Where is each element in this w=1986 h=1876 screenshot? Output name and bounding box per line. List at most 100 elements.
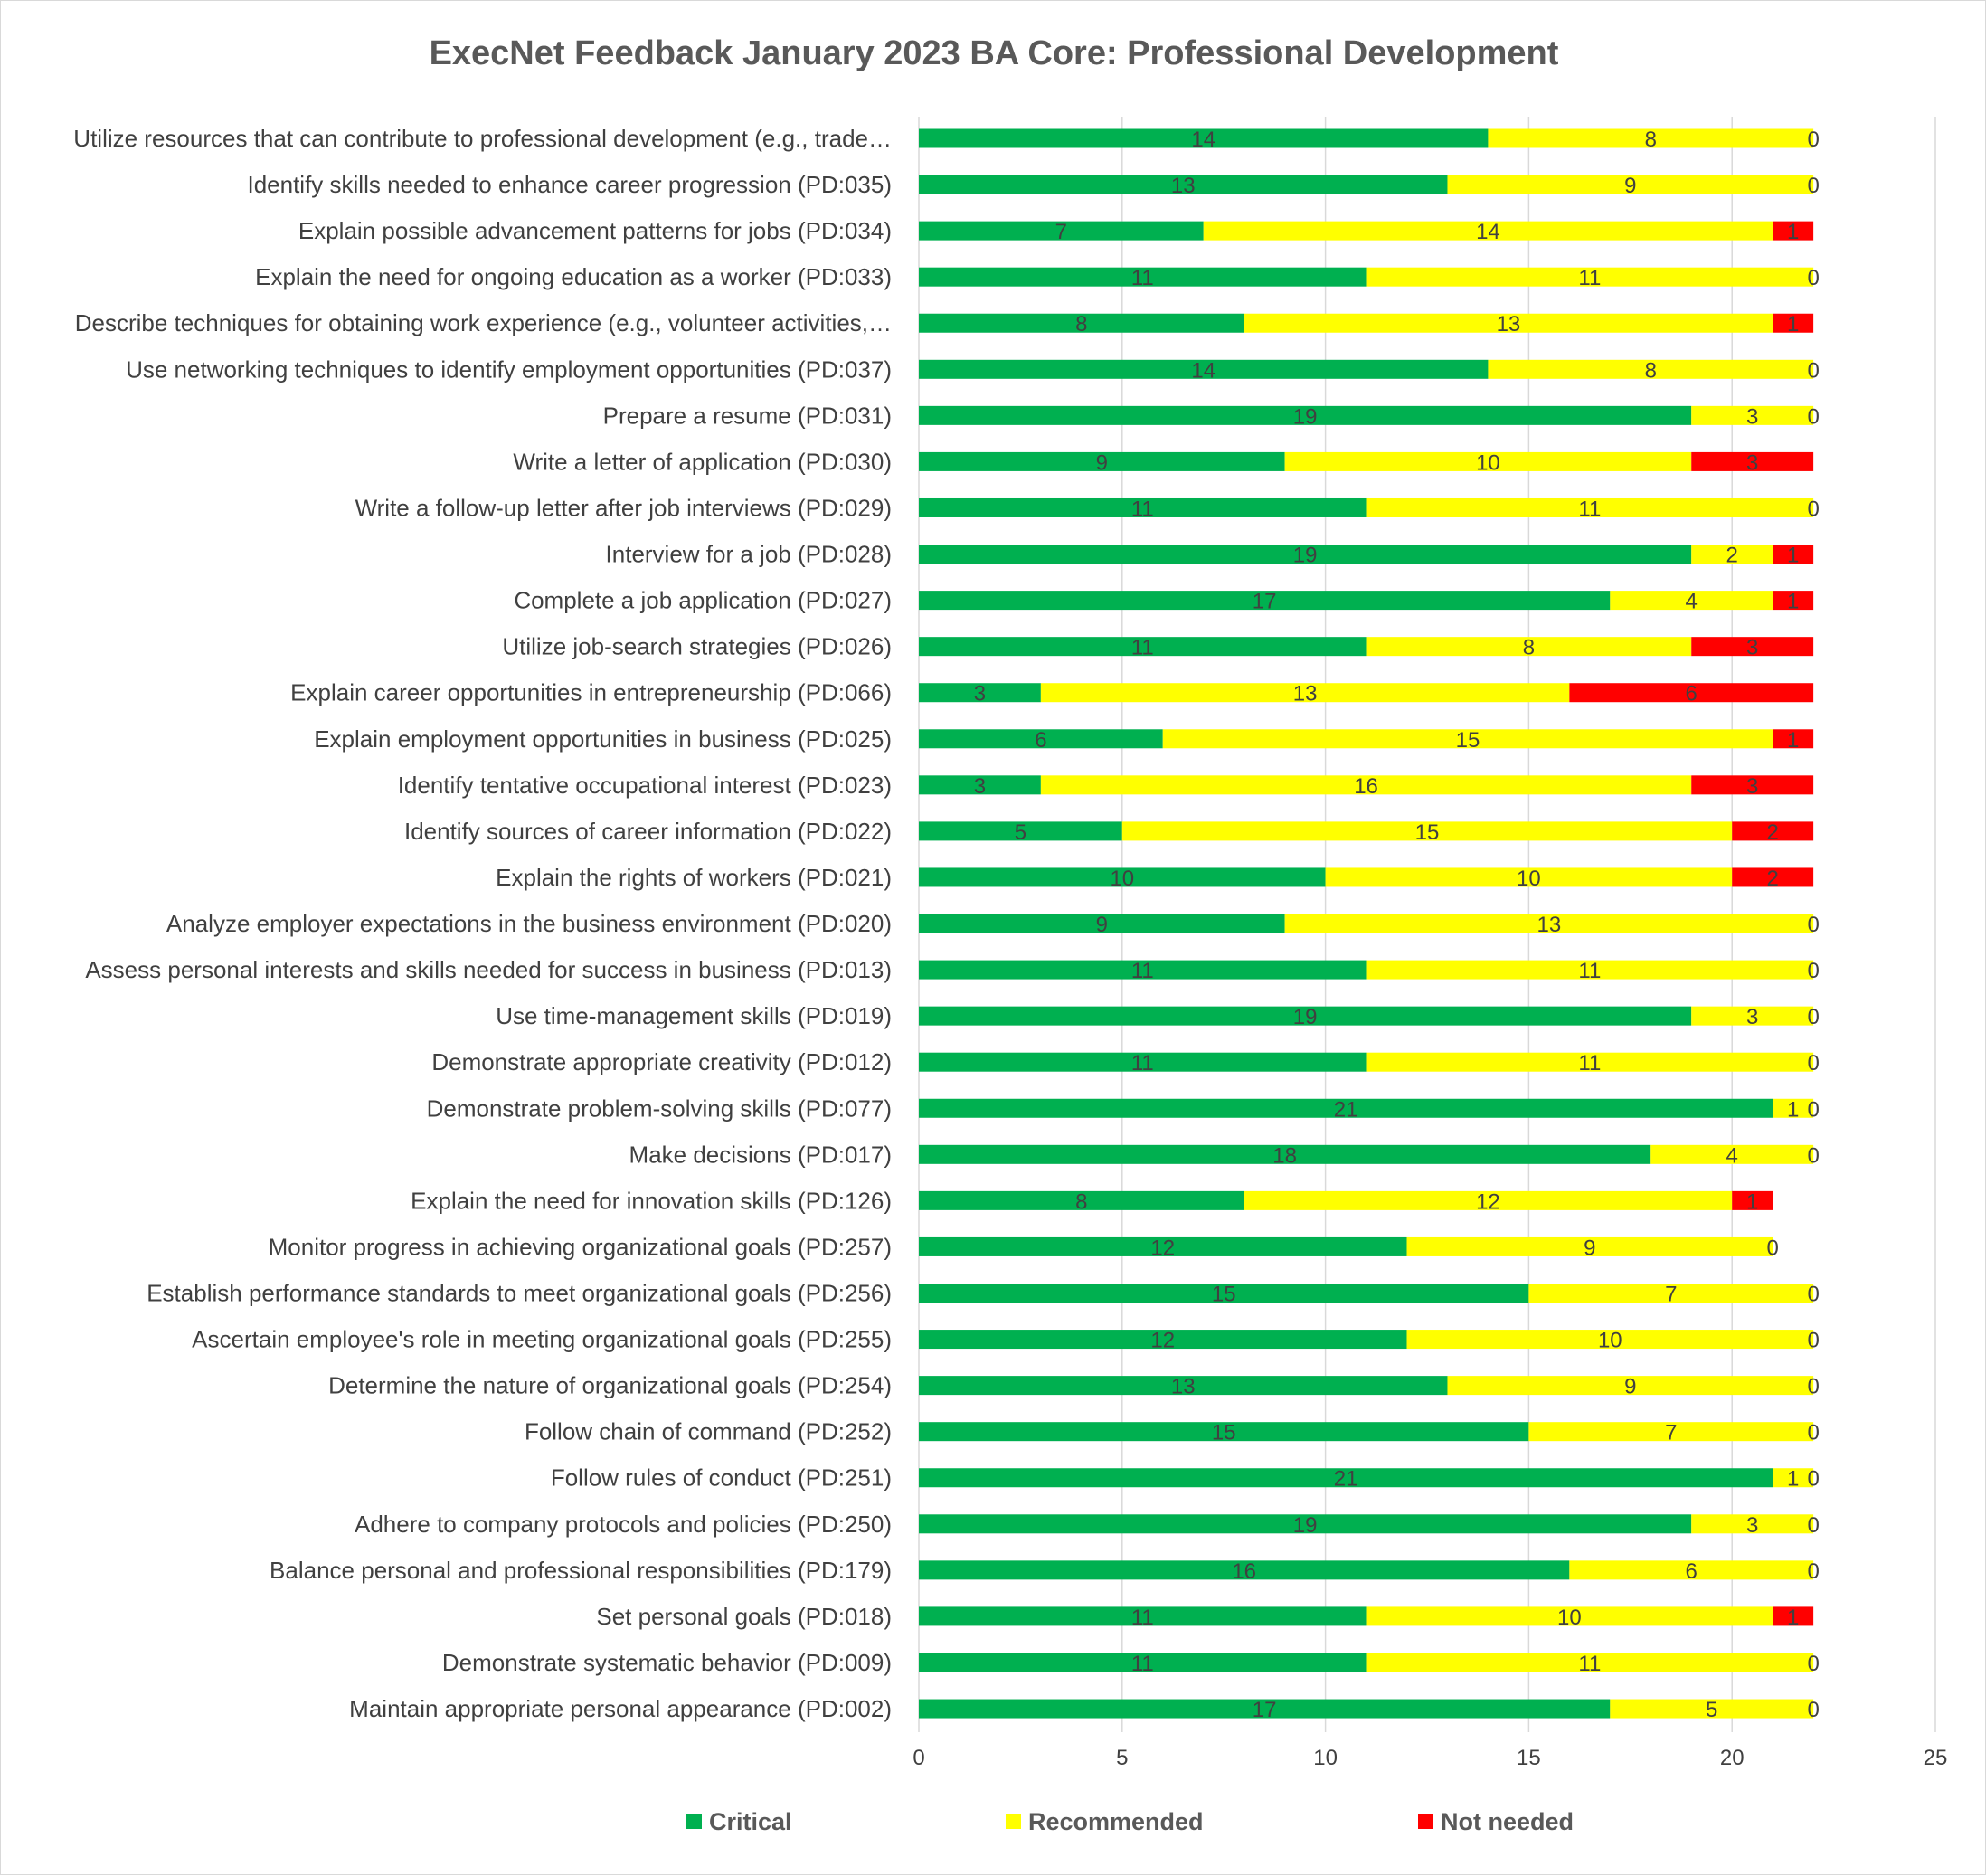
data-label-recommended: 11 [1578, 497, 1601, 521]
bar-critical [919, 1098, 1773, 1118]
data-label-critical: 21 [1334, 1467, 1358, 1492]
bar-critical [919, 1699, 1611, 1719]
data-label-recommended: 3 [1746, 1005, 1758, 1029]
category-label: Interview for a job (PD:028) [606, 541, 892, 568]
bar-critical [919, 497, 1367, 517]
data-label-recommended: 4 [1726, 1143, 1738, 1168]
data-label-critical: 8 [1075, 312, 1087, 336]
bar-critical [919, 405, 1692, 425]
data-label-critical: 11 [1131, 1606, 1154, 1630]
category-label: Explain employment opportunities in busi… [314, 725, 892, 753]
bar-critical [919, 1653, 1367, 1672]
data-label-not-needed: 6 [1686, 682, 1698, 706]
data-label-not-needed: 0 [1807, 1467, 1819, 1492]
category-label: Maintain appropriate personal appearance… [349, 1695, 892, 1722]
data-label-critical: 12 [1150, 1236, 1175, 1260]
data-label-recommended: 8 [1523, 636, 1535, 660]
bar-recommended [1773, 1098, 1814, 1118]
category-label: Explain the need for ongoing education a… [255, 263, 892, 290]
data-label-not-needed: 0 [1807, 1283, 1819, 1307]
legend-swatch-not-needed [1418, 1814, 1433, 1829]
category-label: Ascertain employee's role in meeting org… [192, 1326, 892, 1353]
data-label-recommended: 7 [1665, 1421, 1677, 1445]
data-label-recommended: 16 [1354, 774, 1378, 799]
category-label: Adhere to company protocols and policies… [355, 1511, 892, 1538]
data-label-critical: 19 [1293, 544, 1318, 568]
bar-critical [919, 867, 1326, 887]
data-label-critical: 11 [1131, 636, 1154, 660]
category-label: Use networking techniques to identify em… [126, 355, 892, 383]
data-label-critical: 21 [1334, 1097, 1358, 1122]
bar-critical [919, 359, 1489, 379]
data-label-critical: 15 [1212, 1421, 1236, 1445]
bar-not-needed [1773, 313, 1814, 333]
data-label-recommended: 11 [1578, 1652, 1601, 1676]
data-label-recommended: 9 [1624, 1375, 1636, 1399]
value-axis-ticks: 0 5 10 15 20 25 [913, 1746, 1947, 1770]
bar-recommended [1691, 1006, 1814, 1026]
bar-recommended [1488, 128, 1814, 148]
bar-critical [919, 591, 1611, 611]
bar-recommended [1447, 175, 1814, 194]
data-label-critical: 11 [1131, 497, 1154, 521]
bar-critical [919, 1468, 1773, 1488]
data-label-critical: 6 [1035, 728, 1046, 753]
bar-critical [919, 221, 1204, 241]
data-label-recommended: 10 [1476, 450, 1500, 475]
bar-critical [919, 637, 1367, 657]
legend-label-not-needed: Not needed [1441, 1808, 1574, 1835]
bar-critical [919, 1284, 1529, 1303]
data-label-not-needed: 0 [1807, 1097, 1819, 1122]
legend-label-recommended: Recommended [1028, 1808, 1204, 1835]
bar-critical [919, 545, 1692, 564]
data-label-critical: 12 [1150, 1329, 1175, 1353]
category-label: Follow rules of conduct (PD:251) [551, 1464, 892, 1492]
category-label: Explain career opportunities in entrepre… [290, 679, 892, 706]
bar-recommended [1528, 1284, 1814, 1303]
data-label-recommended: 5 [1706, 1698, 1717, 1722]
category-label: Explain possible advancement patterns fo… [298, 217, 892, 244]
data-label-critical: 8 [1075, 1189, 1087, 1214]
bar-recommended [1366, 497, 1814, 517]
data-label-critical: 19 [1293, 1513, 1318, 1538]
bar-not-needed [1732, 867, 1814, 887]
data-label-not-needed: 3 [1746, 774, 1758, 799]
chart-title: ExecNet Feedback January 2023 BA Core: P… [430, 34, 1559, 72]
data-label-recommended: 11 [1578, 959, 1601, 983]
bar-recommended [1447, 1376, 1814, 1396]
bar-critical [919, 1190, 1244, 1210]
legend: Critical Recommended Not needed [686, 1808, 1574, 1835]
data-label-not-needed: 1 [1746, 1189, 1758, 1214]
data-label-critical: 14 [1191, 358, 1215, 383]
data-label-not-needed: 1 [1787, 312, 1799, 336]
category-label: Write a letter of application (PD:030) [513, 448, 892, 475]
data-label-not-needed: 0 [1807, 174, 1819, 198]
bar-critical [919, 1422, 1529, 1442]
bar-recommended [1691, 405, 1814, 425]
data-label-not-needed: 1 [1787, 728, 1799, 753]
data-labels: 14 8 013 9 07 14 111 11 08 13 114 8 019 3 09 10 311 11 019… [974, 128, 1820, 1722]
bar-critical [919, 451, 1285, 471]
data-label-not-needed: 0 [1807, 1513, 1819, 1538]
data-label-recommended: 3 [1746, 1513, 1758, 1538]
data-label-critical: 19 [1293, 1005, 1318, 1029]
data-label-critical: 19 [1293, 404, 1318, 429]
bar-critical [919, 1606, 1367, 1626]
data-label-recommended: 10 [1598, 1329, 1622, 1353]
bar-not-needed [1732, 821, 1814, 841]
bar-recommended [1610, 591, 1773, 611]
data-label-critical: 15 [1212, 1283, 1236, 1307]
category-label: Identify skills needed to enhance career… [247, 171, 892, 198]
bar-critical [919, 1236, 1407, 1256]
category-label: Write a follow-up letter after job inter… [355, 494, 892, 521]
bar-critical [919, 1330, 1407, 1350]
bar-critical [919, 1514, 1692, 1534]
bar-critical [919, 683, 1041, 703]
data-label-not-needed: 0 [1807, 913, 1819, 937]
data-label-critical: 3 [974, 774, 986, 799]
category-label: Make decisions (PD:017) [629, 1141, 892, 1168]
data-label-critical: 18 [1272, 1143, 1297, 1168]
category-label: Analyze employer expectations in the bus… [166, 910, 892, 937]
bar-not-needed [1773, 545, 1814, 564]
data-label-not-needed: 0 [1807, 404, 1819, 429]
